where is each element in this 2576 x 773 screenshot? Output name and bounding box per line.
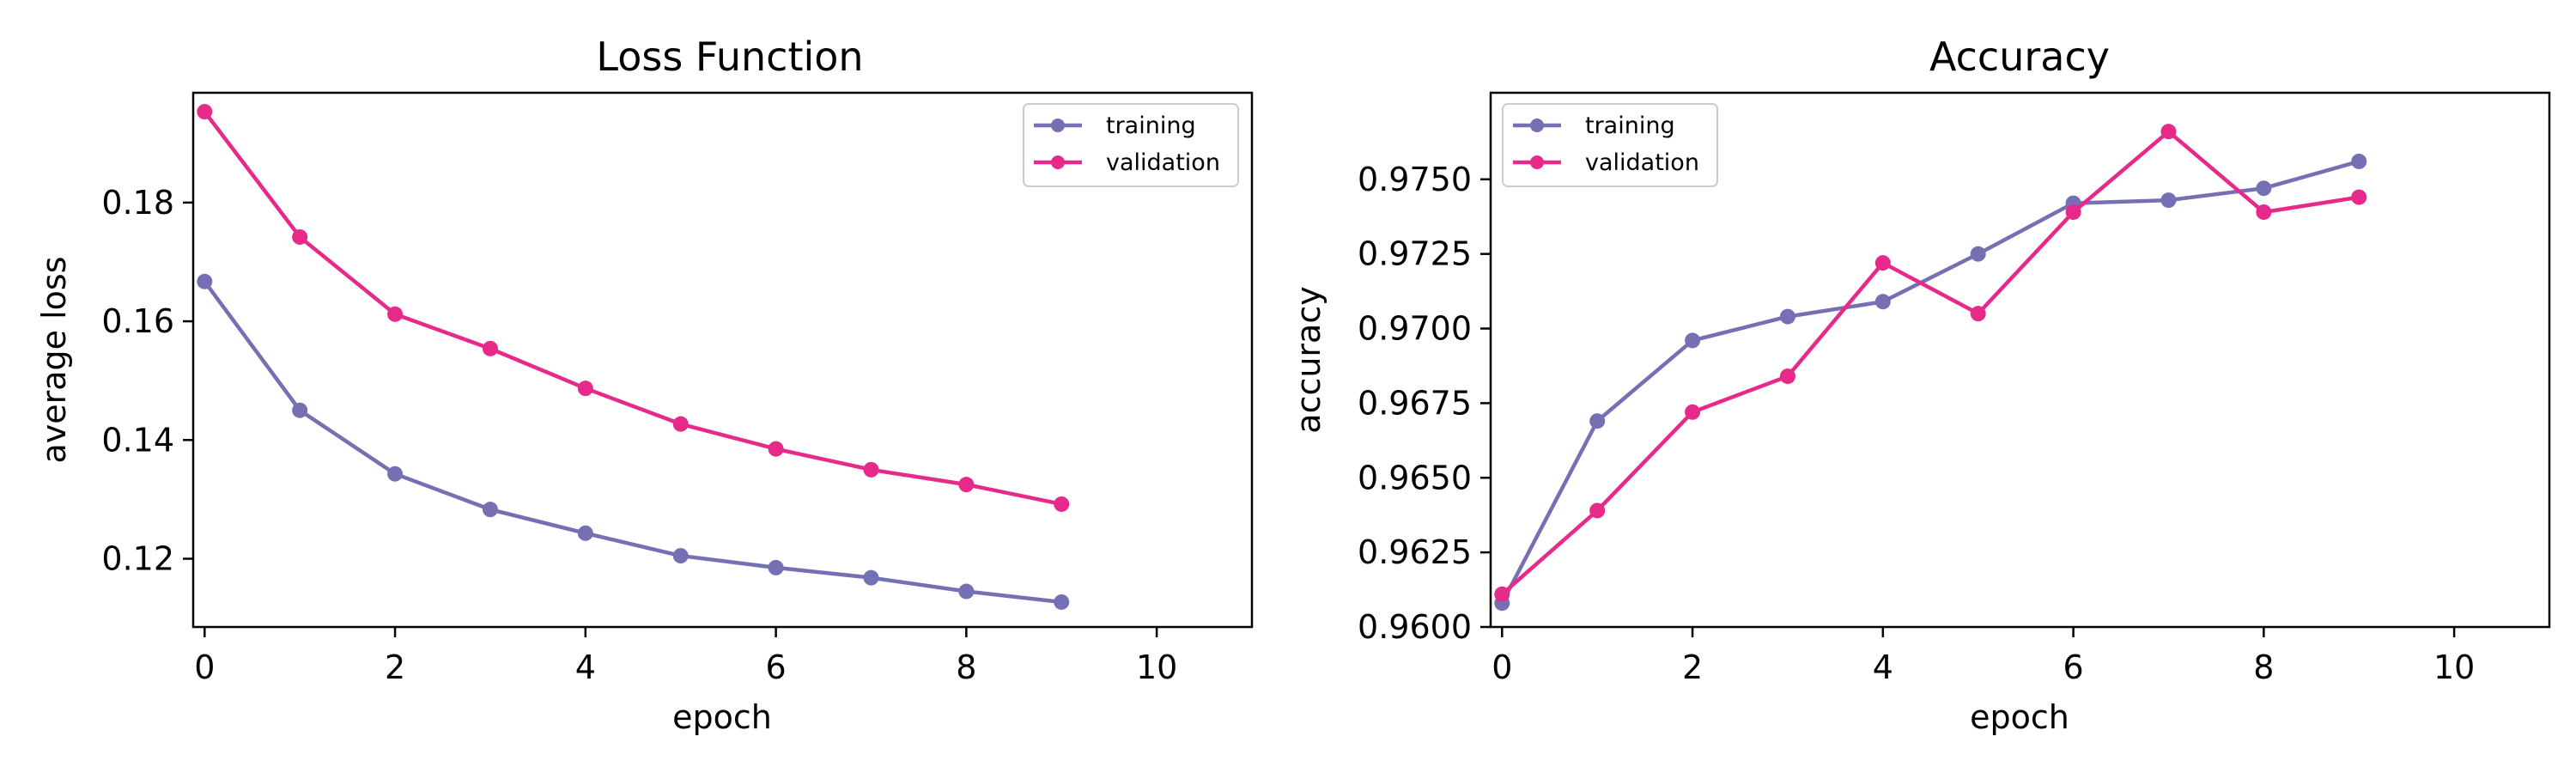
data-point-validation [387,306,404,322]
data-point-validation [768,441,784,457]
x-tick-label: 2 [385,648,405,686]
loss-chart-y-ticks: 0.12 0.14 0.16 0.18 [101,184,193,578]
data-point-validation [2256,204,2272,220]
accuracy-chart-title: Accuracy [1929,33,2110,80]
data-point-training [1054,593,1070,610]
data-point-training [672,548,689,564]
accuracy-chart-frame [1489,91,2551,629]
data-point-training [292,402,308,418]
data-point-validation [577,380,593,397]
x-tick-label: 6 [765,648,786,686]
accuracy-chart-y-ticks: 0.9600 0.9625 0.9650 0.9675 0.9700 0.9725 0.97… [1358,161,1491,646]
data-point-validation [1874,255,1891,271]
x-tick-label: 0 [1492,648,1512,686]
data-point-training [2351,153,2367,169]
legend-label-training: training [1106,113,1196,139]
loss-chart-y-axis-label: average loss [35,256,73,463]
x-tick-label: 10 [1136,648,1177,686]
data-point-training [1589,413,1606,429]
series-line-validation [1500,129,2361,597]
accuracy-chart-marks [1494,124,2367,612]
data-point-validation [1054,496,1070,512]
loss-chart-legend: training validation [1023,103,1239,187]
y-tick-label: 0.12 [101,540,174,578]
data-point-validation [2160,124,2177,140]
data-point-validation [482,340,498,356]
y-tick-label: 0.9725 [1358,235,1472,273]
accuracy-chart-x-ticks: 0 2 4 6 8 10 [1492,627,2475,686]
y-tick-label: 0.9625 [1358,533,1472,571]
data-point-training [482,502,498,518]
legend-marker-training [1530,119,1544,132]
x-tick-label: 10 [2433,648,2475,686]
data-point-training [577,525,593,541]
data-point-training [1685,332,1701,349]
series-line-training [1500,159,2361,606]
data-point-validation [672,416,689,432]
data-point-validation [292,228,308,245]
legend-item-validation: validation [1513,149,1699,176]
legend-item-training: training [1034,113,1196,139]
y-tick-label: 0.9600 [1358,608,1472,646]
data-point-training [1970,246,1986,262]
data-point-training [958,583,975,600]
legend-label-validation: validation [1585,149,1699,176]
data-point-training [768,559,784,575]
data-point-validation [863,461,879,478]
data-point-validation [2351,189,2367,205]
y-tick-label: 0.9675 [1358,384,1472,422]
data-point-validation [2065,204,2081,220]
accuracy-chart-x-axis-label: epoch [1970,698,2069,736]
legend-marker-validation [1051,155,1065,169]
loss-chart-title: Loss Function [596,33,863,80]
data-point-training [863,569,879,586]
loss-chart-x-axis-label: epoch [672,698,772,736]
data-point-validation [1970,306,1986,322]
loss-chart-marks [197,104,1070,610]
y-tick-label: 0.18 [101,184,174,222]
x-tick-label: 4 [575,648,596,686]
data-point-validation [1494,586,1510,602]
legend-marker-validation [1530,155,1544,169]
legend-label-validation: validation [1106,149,1220,176]
y-tick-label: 0.16 [101,302,174,340]
data-point-validation [958,477,975,493]
x-tick-label: 8 [956,648,976,686]
y-tick-label: 0.14 [101,421,174,459]
series-line-validation [203,109,1064,507]
accuracy-chart-legend: training validation [1502,103,1718,187]
x-tick-label: 8 [2253,648,2274,686]
data-point-training [1874,294,1891,310]
data-point-training [2160,192,2177,209]
data-point-validation [1685,404,1701,420]
data-point-training [197,273,213,289]
data-point-validation [1589,502,1606,519]
x-tick-label: 4 [1873,648,1893,686]
y-tick-label: 0.9750 [1358,161,1472,198]
x-tick-label: 0 [194,648,215,686]
y-tick-label: 0.9700 [1358,310,1472,348]
legend-item-training: training [1513,113,1675,139]
x-tick-label: 2 [1682,648,1703,686]
x-tick-label: 6 [2063,648,2083,686]
accuracy-chart-panel: Accuracy 0 2 4 6 8 10 0.9600 0.9625 0.9650 0.967… [1290,33,2551,736]
loss-chart-x-ticks: 0 2 4 6 8 10 [194,627,1177,686]
accuracy-chart-y-axis-label: accuracy [1290,286,1327,433]
data-point-training [1779,308,1795,325]
loss-chart-frame [191,91,1254,629]
data-point-training [2256,180,2272,197]
legend-marker-training [1051,119,1065,132]
data-point-training [387,466,404,482]
data-point-validation [197,104,213,120]
series-line-training [203,279,1064,605]
y-tick-label: 0.9650 [1358,459,1472,496]
data-point-validation [1779,368,1795,385]
loss-chart-panel: Loss Function 0 2 4 6 8 10 0.12 0.14 0.16 0.18 e… [35,33,1254,736]
legend-label-training: training [1585,113,1675,139]
legend-item-validation: validation [1034,149,1220,176]
